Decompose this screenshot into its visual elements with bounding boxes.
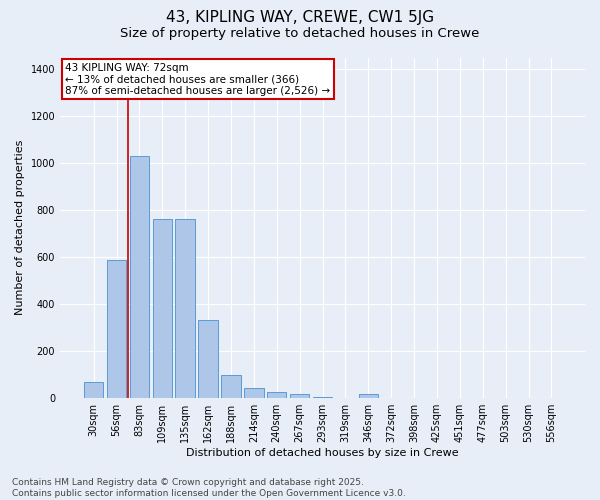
Bar xyxy=(267,392,286,398)
Bar xyxy=(152,220,172,398)
Text: Contains HM Land Registry data © Crown copyright and database right 2025.
Contai: Contains HM Land Registry data © Crown c… xyxy=(12,478,406,498)
Bar xyxy=(130,156,149,398)
Bar xyxy=(221,376,241,398)
Bar xyxy=(359,394,378,398)
Y-axis label: Number of detached properties: Number of detached properties xyxy=(15,140,25,316)
Bar xyxy=(313,396,332,398)
Text: Size of property relative to detached houses in Crewe: Size of property relative to detached ho… xyxy=(121,28,479,40)
Text: 43, KIPLING WAY, CREWE, CW1 5JG: 43, KIPLING WAY, CREWE, CW1 5JG xyxy=(166,10,434,25)
Bar xyxy=(290,394,310,398)
X-axis label: Distribution of detached houses by size in Crewe: Distribution of detached houses by size … xyxy=(186,448,459,458)
Bar xyxy=(175,220,195,398)
Bar xyxy=(84,382,103,398)
Text: 43 KIPLING WAY: 72sqm
← 13% of detached houses are smaller (366)
87% of semi-det: 43 KIPLING WAY: 72sqm ← 13% of detached … xyxy=(65,62,331,96)
Bar xyxy=(107,260,126,398)
Bar xyxy=(199,320,218,398)
Bar xyxy=(244,388,263,398)
